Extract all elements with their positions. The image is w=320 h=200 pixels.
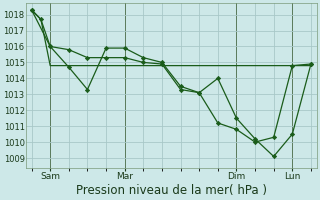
X-axis label: Pression niveau de la mer( hPa ): Pression niveau de la mer( hPa ) (76, 184, 267, 197)
